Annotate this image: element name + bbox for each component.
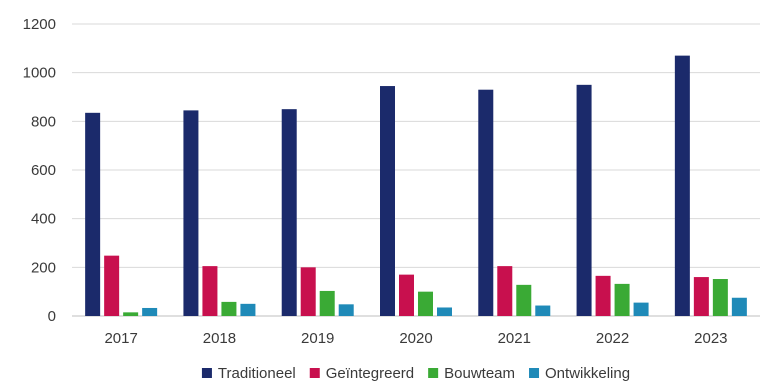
legend-label: Ontwikkeling (545, 365, 630, 382)
legend-item-bouwteam: Bouwteam (428, 365, 515, 382)
bar-geïntegreerd-2022 (595, 275, 611, 316)
bar-traditioneel-2023 (674, 55, 690, 317)
bar-bouwteam-2017 (123, 312, 139, 316)
bar-traditioneel-2018 (183, 110, 199, 316)
bar-ontwikkeling-2023 (731, 297, 747, 316)
bar-bouwteam-2023 (712, 279, 728, 316)
bar-ontwikkeling-2021 (535, 305, 551, 316)
legend-label: Bouwteam (444, 365, 515, 382)
bar-traditioneel-2021 (478, 89, 494, 316)
grid-lines (72, 23, 760, 317)
bar-bouwteam-2022 (614, 283, 630, 316)
y-tick-label: 400 (31, 211, 56, 228)
bar-geïntegreerd-2017 (104, 255, 120, 316)
bar-traditioneel-2020 (380, 86, 395, 316)
bar-bouwteam-2020 (418, 291, 433, 316)
y-tick-label: 200 (31, 259, 56, 276)
legend: Traditioneel Geïntegreerd Bouwteam Ontwikke… (201, 365, 630, 382)
legend-item-ontwikkeling: Ontwikkeling (529, 365, 630, 382)
bar-traditioneel-2019 (281, 109, 297, 317)
bar-traditioneel-2017 (85, 112, 101, 316)
y-tick-label: 800 (31, 113, 56, 130)
bar-geïntegreerd-2018 (202, 266, 218, 316)
bar-ontwikkeling-2020 (437, 307, 452, 316)
x-tick-label: 2019 (301, 330, 334, 347)
x-tick-label: 2022 (596, 330, 629, 347)
legend-label: Geïntegreerd (326, 365, 414, 382)
bar-ontwikkeling-2017 (142, 307, 158, 316)
legend-label: Traditioneel (218, 365, 296, 382)
x-tick-label: 2017 (104, 330, 137, 347)
bar-traditioneel-2022 (576, 84, 592, 316)
x-tick-label: 2020 (399, 330, 432, 347)
x-tick-label: 2021 (498, 330, 531, 347)
legend-swatch (201, 368, 212, 378)
bar-bouwteam-2021 (516, 284, 532, 316)
bars (85, 55, 747, 317)
y-tick-label: 1200 (23, 16, 56, 33)
bar-bouwteam-2018 (221, 301, 237, 316)
legend-swatch (428, 368, 439, 378)
bar-ontwikkeling-2018 (240, 303, 256, 316)
y-axis: 0 200 400 600 800 1000 1200 (23, 16, 56, 325)
bar-ontwikkeling-2019 (338, 304, 354, 316)
bar-geïntegreerd-2020 (399, 274, 414, 316)
bar-geïntegreerd-2023 (693, 277, 709, 316)
legend-item-geïntegreerd: Geïntegreerd (309, 365, 414, 382)
legend-item-traditioneel: Traditioneel (201, 365, 296, 382)
y-tick-label: 0 (48, 308, 56, 325)
x-tick-label: 2018 (203, 330, 236, 347)
x-tick-label: 2023 (694, 330, 727, 347)
bar-geïntegreerd-2021 (497, 266, 513, 316)
y-tick-label: 600 (31, 162, 56, 179)
bar-geïntegreerd-2019 (300, 267, 316, 316)
legend-swatch (529, 368, 540, 378)
y-tick-label: 1000 (23, 65, 56, 82)
bar-ontwikkeling-2022 (633, 302, 649, 316)
bar-bouwteam-2019 (319, 290, 335, 316)
legend-swatch (309, 368, 320, 378)
x-axis: 2017 2018 2019 2020 2021 2022 2023 (104, 330, 727, 347)
